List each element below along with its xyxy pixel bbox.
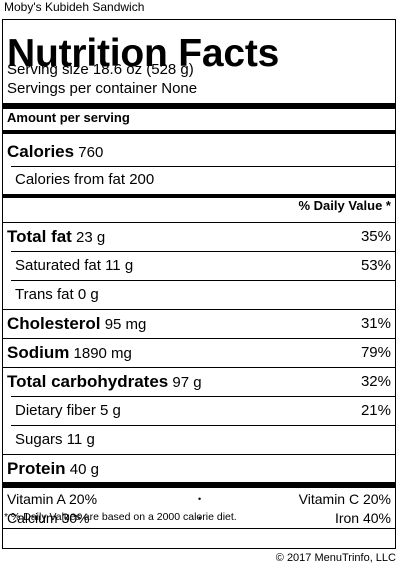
medium-divider — [3, 130, 395, 134]
nutrient-name: Sugars — [15, 431, 63, 448]
calories-label: Calories — [7, 142, 75, 161]
nutrient-row-sodium: Sodium 1890 mg 79% — [3, 339, 395, 367]
copyright: © 2017 MenuTrinfo, LLC — [275, 552, 396, 564]
nutrient-name: Cholesterol — [7, 314, 101, 333]
nutrient-dv: 35% — [360, 228, 391, 245]
product-name: Moby's Kubideh Sandwich — [4, 0, 145, 14]
divider — [3, 367, 395, 368]
nutrient-dv: 31% — [360, 315, 391, 332]
calories-from-fat: Calories from fat 200 — [15, 171, 155, 188]
iron: Iron 40% — [334, 510, 391, 526]
nutrient-amount: 95 mg — [104, 316, 147, 333]
nutrient-name: Sodium — [7, 343, 70, 362]
nutrient-dv: 79% — [360, 344, 391, 361]
vitamin-c: Vitamin C 20% — [298, 491, 391, 507]
nutrient-dv: 21% — [360, 402, 391, 419]
nutrient-amount: 11 g — [105, 257, 134, 274]
medium-divider — [3, 194, 395, 198]
nutrient-name: Protein — [7, 459, 66, 478]
footnote: * % Daily Values are based on a 2000 cal… — [4, 511, 237, 523]
nutrient-name: Total carbohydrates — [7, 372, 169, 391]
divider — [11, 251, 395, 252]
nutrient-row-total-carbohydrates: Total carbohydrates 97 g 32% — [3, 368, 395, 396]
nutrient-row-sugars: Sugars 11 g — [3, 426, 395, 454]
label-title: Nutrition Facts — [7, 32, 280, 75]
divider — [11, 425, 395, 426]
nutrient-amount: 5 g — [100, 402, 121, 419]
servings-per-container: Servings per container None — [7, 80, 198, 97]
nutrient-row-dietary-fiber: Dietary fiber 5 g 21% — [3, 397, 395, 425]
divider — [3, 454, 395, 455]
nutrient-name: Dietary fiber — [15, 402, 96, 419]
vitamin-a: Vitamin A 20% — [7, 491, 98, 507]
divider — [11, 166, 395, 167]
nutrient-amount: 11 g — [66, 431, 95, 448]
nutrient-dv: 53% — [360, 257, 391, 274]
thick-divider — [3, 103, 395, 109]
bullet-separator: • — [198, 513, 202, 523]
nutrient-amount: 1890 mg — [73, 345, 132, 362]
divider — [11, 396, 395, 397]
nutrient-row-total-fat: Total fat 23 g 35% — [3, 223, 395, 251]
nutrient-row-cholesterol: Cholesterol 95 mg 31% — [3, 310, 395, 338]
nutrient-name: Trans fat — [15, 286, 74, 303]
nutrient-amount: 40 g — [69, 461, 99, 478]
nutrition-label: Nutrition Facts Serving size 18.6 oz (52… — [2, 19, 396, 549]
daily-value-header: % Daily Value * — [298, 198, 392, 213]
nutrient-amount: 97 g — [172, 374, 202, 391]
nutrient-name: Total fat — [7, 227, 72, 246]
divider — [3, 309, 395, 310]
calories-row: Calories 760 — [3, 138, 395, 166]
divider — [3, 222, 395, 223]
thick-divider — [3, 482, 395, 488]
divider — [11, 280, 395, 281]
nutrient-amount: 0 g — [77, 286, 99, 303]
nutrient-row-trans-fat: Trans fat 0 g — [3, 281, 395, 309]
nutrient-row-saturated-fat: Saturated fat 11 g 53% — [3, 252, 395, 280]
amount-per-serving: Amount per serving — [7, 110, 130, 125]
calories-from-fat-row: Calories from fat 200 — [3, 166, 395, 194]
serving-size: Serving size 18.6 oz (528 g) — [7, 61, 194, 78]
nutrient-dv: 32% — [360, 373, 391, 390]
divider — [3, 338, 395, 339]
calories-value: 760 — [78, 144, 104, 161]
nutrient-amount: 23 g — [76, 229, 106, 246]
divider — [3, 528, 395, 529]
calcium: Calcium 30% — [7, 510, 90, 526]
nutrient-row-protein: Protein 40 g — [3, 455, 395, 483]
nutrient-name: Saturated fat — [15, 257, 101, 274]
bullet-separator: • — [198, 494, 202, 504]
